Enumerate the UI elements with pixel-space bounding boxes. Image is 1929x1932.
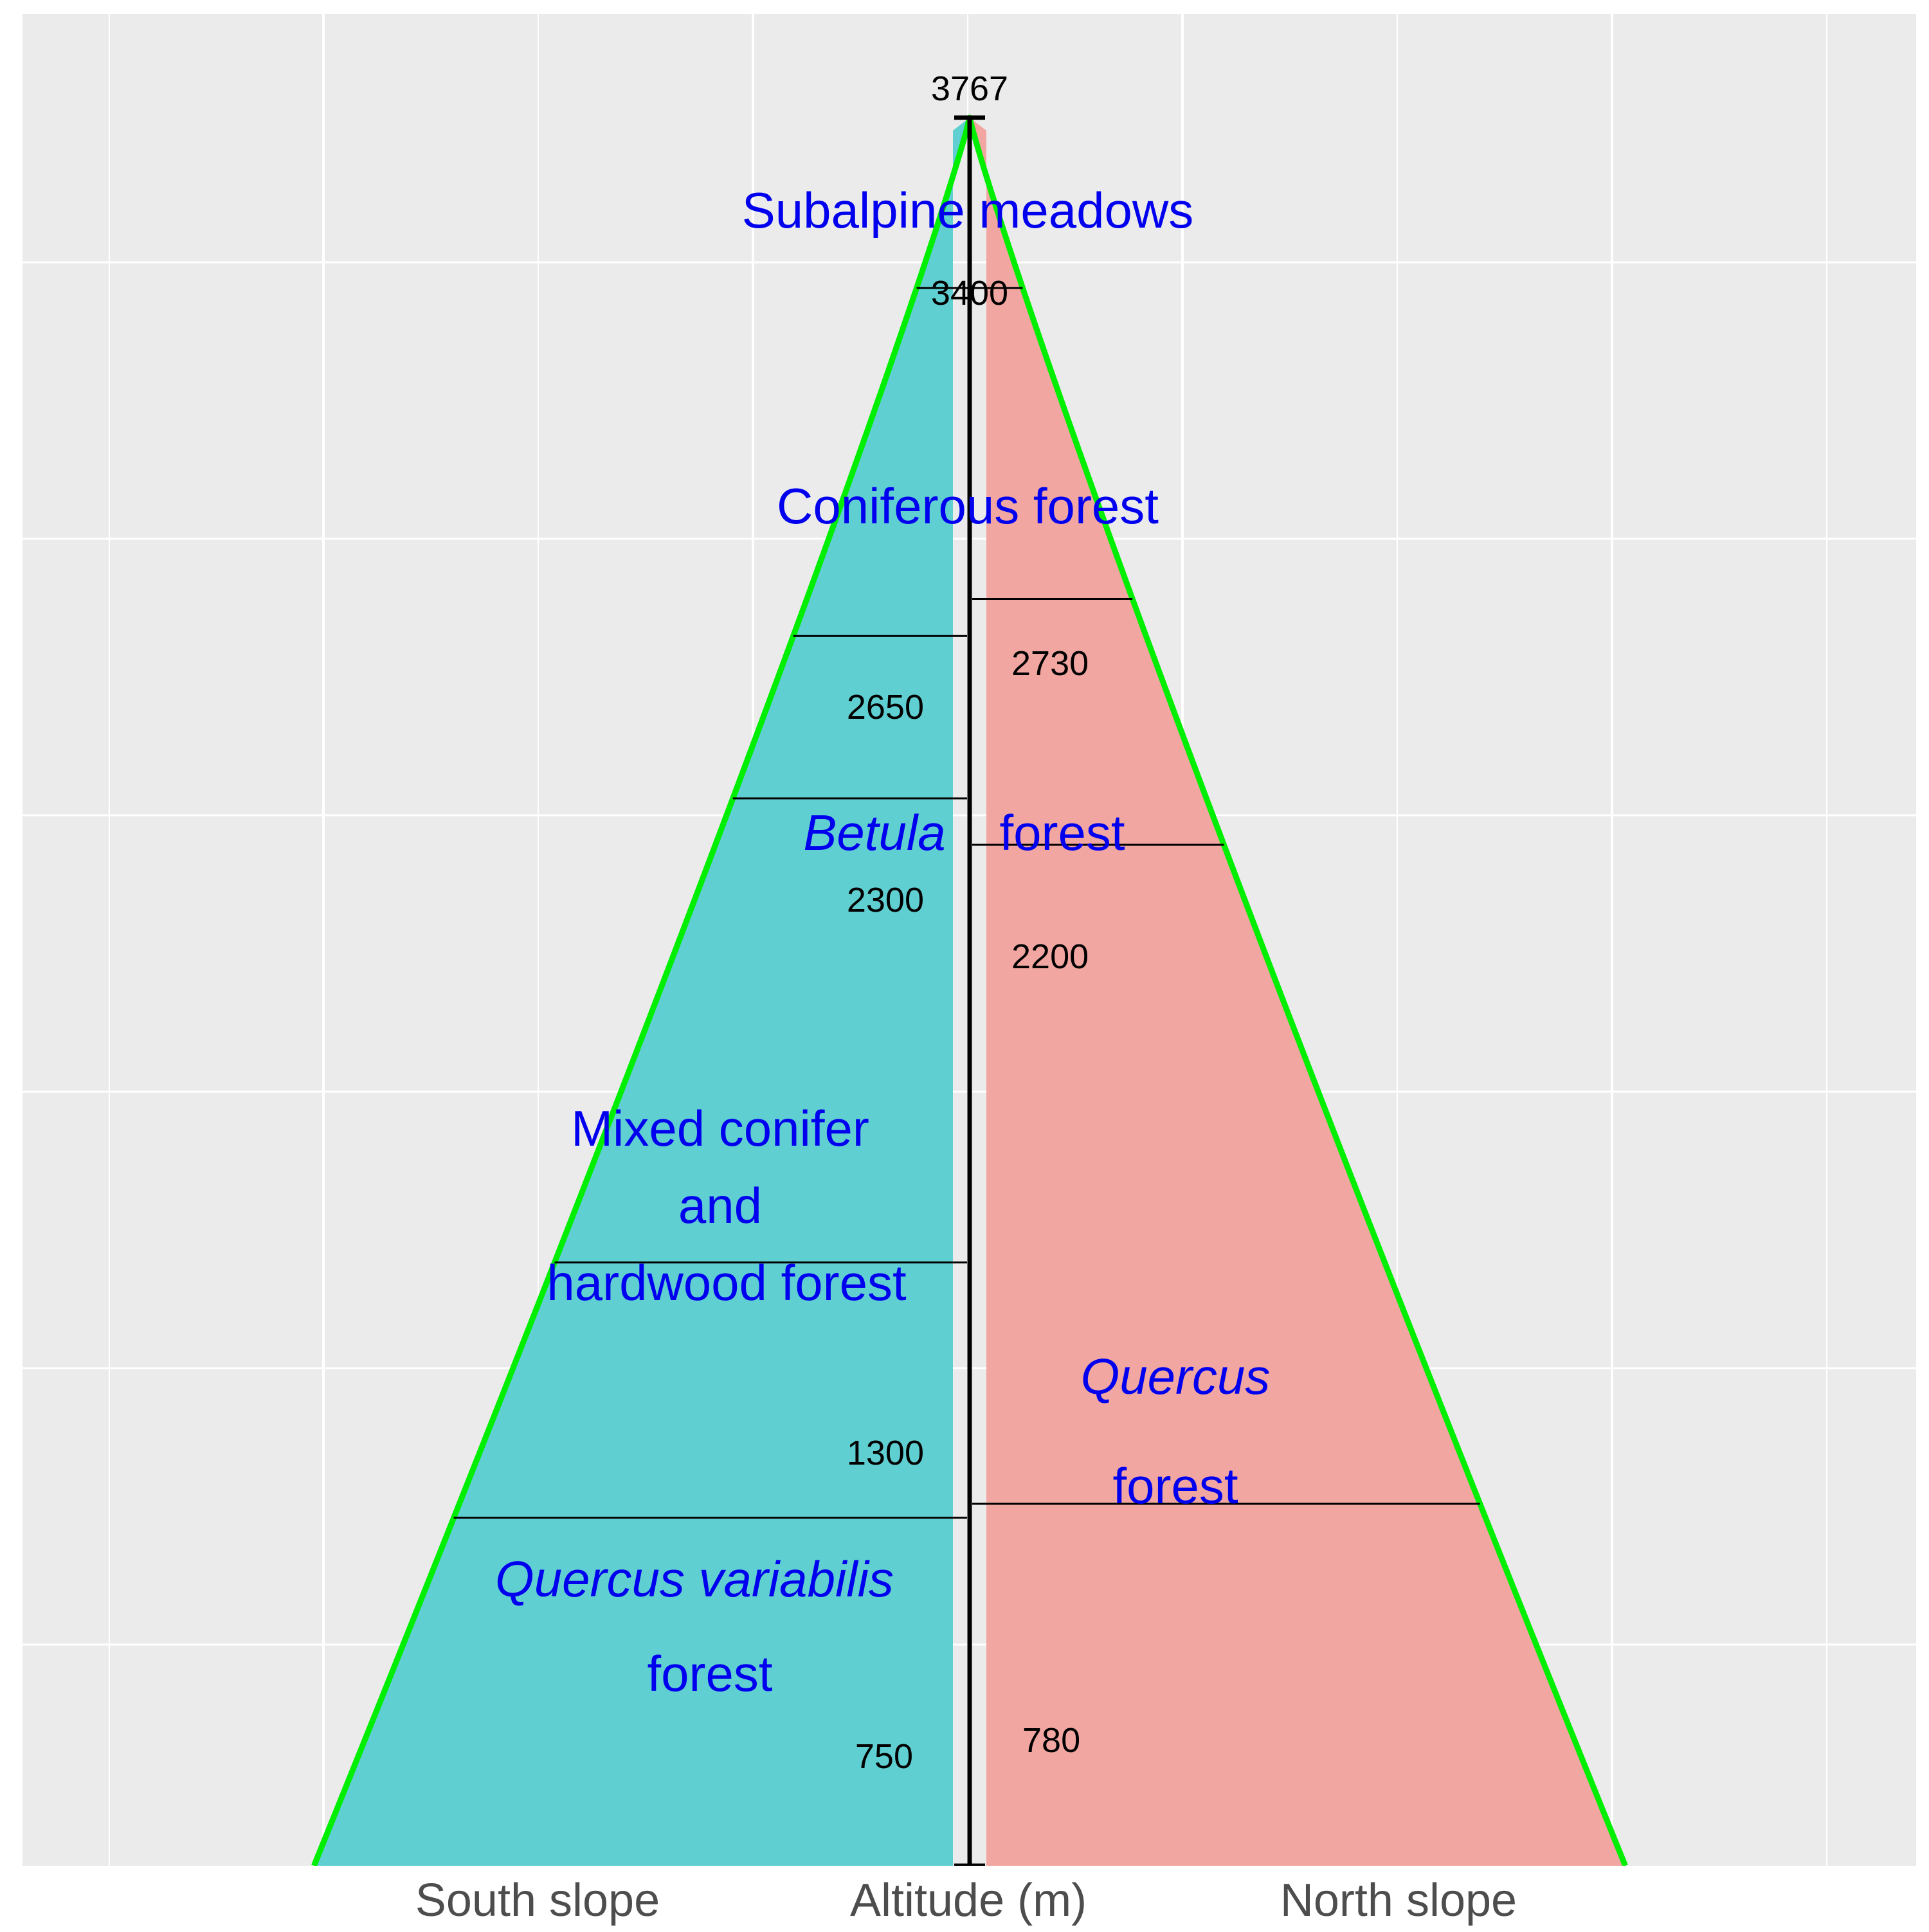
axis-label-altitude: Altitude (m) bbox=[850, 1875, 1087, 1926]
zone-betula-forest-label: forest bbox=[999, 804, 1125, 861]
south-boundary-label-2300: 2300 bbox=[847, 881, 924, 919]
north-boundary-label-2200: 2200 bbox=[1011, 937, 1089, 976]
zone-quercus-forest-label: forest bbox=[1112, 1458, 1238, 1514]
south-boundary-label-2650: 2650 bbox=[847, 688, 924, 727]
south-boundary-label-1300: 1300 bbox=[847, 1434, 924, 1472]
zone-quercus-variabilis-forest-label: forest bbox=[647, 1645, 772, 1702]
axis-label-north-slope: North slope bbox=[1280, 1875, 1517, 1926]
zone-mixed-line-1: Mixed conifer bbox=[571, 1100, 869, 1157]
zone-mixed-line-3: hardwood forest bbox=[547, 1254, 907, 1311]
north-boundary-label-780: 780 bbox=[1022, 1721, 1080, 1760]
summit-altitude-label: 3767 bbox=[931, 69, 1008, 108]
zone-subalpine-meadows: Subalpine meadows bbox=[742, 182, 1193, 239]
south-boundary-label-750: 750 bbox=[855, 1737, 913, 1776]
zone-coniferous-forest: Coniferous forest bbox=[777, 478, 1159, 534]
zone-betula-label: Betula bbox=[803, 804, 945, 861]
bottom-margin bbox=[23, 1866, 1916, 1929]
zone-boundaries bbox=[453, 287, 1480, 1519]
south-slope-area bbox=[314, 118, 970, 1866]
zone-quercus-label: Quercus bbox=[1081, 1348, 1271, 1405]
zone-mixed-line-2: and bbox=[678, 1177, 762, 1234]
axis-label-south-slope: South slope bbox=[415, 1875, 660, 1926]
south-boundary-label-3400: 3400 bbox=[931, 274, 1008, 312]
north-slope-area bbox=[970, 118, 1626, 1866]
north-boundary-label-2730: 2730 bbox=[1011, 644, 1089, 683]
zone-quercus-variabilis-label: Quercus variabilis bbox=[495, 1551, 894, 1607]
